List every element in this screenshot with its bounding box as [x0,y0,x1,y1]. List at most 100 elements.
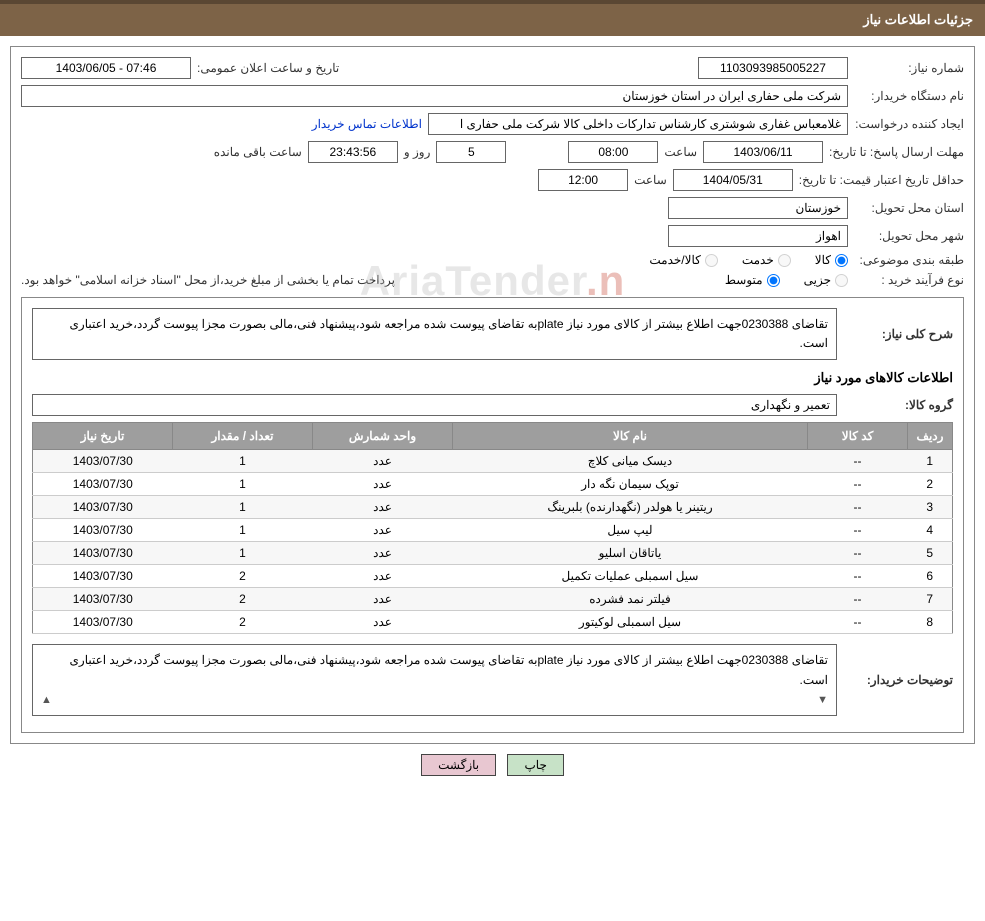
cell-idx: 2 [908,473,953,496]
process-medium-option[interactable]: متوسط [725,273,780,287]
cell-qty: 2 [173,611,313,634]
cell-qty: 1 [173,542,313,565]
requester-label: ایجاد کننده درخواست: [854,117,964,131]
price-valid-label: حداقل تاریخ اعتبار قیمت: تا تاریخ: [799,173,964,187]
cell-name: یاتاقان اسلیو [453,542,808,565]
category-service-option[interactable]: خدمت [742,253,791,267]
delivery-province-value: خوزستان [668,197,848,219]
reply-time-label: ساعت [664,145,697,159]
cell-idx: 6 [908,565,953,588]
category-service-radio[interactable] [778,254,791,267]
buyer-contact-link[interactable]: اطلاعات تماس خریدار [312,117,422,131]
cell-code: -- [808,588,908,611]
buyer-org-value: شرکت ملی حفاری ایران در استان خوزستان [21,85,848,107]
cell-date: 1403/07/30 [33,450,173,473]
th-unit: واحد شمارش [313,423,453,450]
cell-name: فیلتر نمد فشرده [453,588,808,611]
table-row: 4--لیپ سیلعدد11403/07/30 [33,519,953,542]
cell-date: 1403/07/30 [33,496,173,519]
items-table: ردیف کد کالا نام کالا واحد شمارش تعداد /… [32,422,953,634]
cell-idx: 7 [908,588,953,611]
cell-code: -- [808,519,908,542]
buyer-org-label: نام دستگاه خریدار: [854,89,964,103]
table-row: 3--ریتینر یا هولدر (نگهدارنده) بلبرینگعد… [33,496,953,519]
cell-idx: 5 [908,542,953,565]
row-reply-deadline: مهلت ارسال پاسخ: تا تاریخ: 1403/06/11 سا… [21,141,964,163]
overview-label: شرح کلی نیاز: [843,327,953,341]
cell-qty: 1 [173,519,313,542]
cell-unit: عدد [313,496,453,519]
cell-code: -- [808,450,908,473]
delivery-city-value: اهواز [668,225,848,247]
row-group: گروه کالا: تعمیر و نگهداری [32,394,953,416]
cell-code: -- [808,611,908,634]
process-label: نوع فرآیند خرید : [854,273,964,287]
process-medium-radio[interactable] [767,274,780,287]
row-delivery-province: استان محل تحویل: خوزستان [21,197,964,219]
price-valid-time: 12:00 [538,169,628,191]
delivery-province-label: استان محل تحویل: [854,201,964,215]
table-row: 2--توپک سیمان نگه دارعدد11403/07/30 [33,473,953,496]
cell-name: دیسک میانی کلاچ [453,450,808,473]
page-title: جزئیات اطلاعات نیاز [863,12,973,27]
row-overview: شرح کلی نیاز: تقاضای 0230388جهت اطلاع بی… [32,308,953,360]
cell-date: 1403/07/30 [33,611,173,634]
table-header-row: ردیف کد کالا نام کالا واحد شمارش تعداد /… [33,423,953,450]
cell-idx: 8 [908,611,953,634]
cell-qty: 2 [173,588,313,611]
row-buyer-note: توضیحات خریدار: تقاضای 0230388جهت اطلاع … [32,644,953,716]
cell-date: 1403/07/30 [33,565,173,588]
cell-date: 1403/07/30 [33,588,173,611]
price-valid-date: 1404/05/31 [673,169,793,191]
group-value: تعمیر و نگهداری [32,394,837,416]
cell-unit: عدد [313,473,453,496]
cell-unit: عدد [313,588,453,611]
row-buyer-org: نام دستگاه خریدار: شرکت ملی حفاری ایران … [21,85,964,107]
cell-qty: 1 [173,450,313,473]
row-need-number: شماره نیاز: 1103093985005227 تاریخ و ساع… [21,57,964,79]
cell-name: ریتینر یا هولدر (نگهدارنده) بلبرینگ [453,496,808,519]
cell-name: سیل اسمبلی لوکیتور [453,611,808,634]
process-options: جزیی متوسط [725,273,848,287]
table-row: 7--فیلتر نمد فشردهعدد21403/07/30 [33,588,953,611]
process-note: پرداخت تمام یا بخشی از مبلغ خرید،از محل … [21,273,395,287]
scroll-hint: ▼ ▲ [41,692,828,710]
table-row: 8--سیل اسمبلی لوکیتورعدد21403/07/30 [33,611,953,634]
cell-code: -- [808,473,908,496]
cell-name: لیپ سیل [453,519,808,542]
remain-label: ساعت باقی مانده [214,145,302,159]
process-small-option[interactable]: جزیی [804,273,848,287]
scroll-down-icon[interactable]: ▼ [817,692,828,710]
items-panel: شرح کلی نیاز: تقاضای 0230388جهت اطلاع بی… [21,297,964,733]
public-date-value: 1403/06/05 - 07:46 [21,57,191,79]
public-date-label: تاریخ و ساعت اعلان عمومی: [197,61,339,75]
cell-name: توپک سیمان نگه دار [453,473,808,496]
cell-idx: 4 [908,519,953,542]
th-date: تاریخ نیاز [33,423,173,450]
category-goods-radio[interactable] [835,254,848,267]
cell-unit: عدد [313,611,453,634]
reply-date-value: 1403/06/11 [703,141,823,163]
th-code: کد کالا [808,423,908,450]
cell-name: سیل اسمبلی عملیات تکمیل [453,565,808,588]
print-button[interactable]: چاپ [507,754,563,776]
buyer-note-text: تقاضای 0230388جهت اطلاع بیشتر از کالای م… [70,653,829,686]
category-both-radio[interactable] [705,254,718,267]
cell-qty: 1 [173,473,313,496]
need-number-label: شماره نیاز: [854,61,964,75]
category-both-option[interactable]: کالا/خدمت [649,253,717,267]
cell-unit: عدد [313,565,453,588]
category-goods-option[interactable]: کالا [815,253,848,267]
table-row: 1--دیسک میانی کلاچعدد11403/07/30 [33,450,953,473]
reply-time-value: 08:00 [568,141,658,163]
process-small-radio[interactable] [835,274,848,287]
cell-qty: 2 [173,565,313,588]
cell-idx: 3 [908,496,953,519]
cell-idx: 1 [908,450,953,473]
row-process-type: نوع فرآیند خرید : جزیی متوسط پرداخت تمام… [21,273,964,287]
cell-unit: عدد [313,450,453,473]
scroll-up-icon[interactable]: ▲ [41,692,52,710]
back-button[interactable]: بازگشت [421,754,496,776]
cell-date: 1403/07/30 [33,473,173,496]
remain-days-value: 5 [436,141,506,163]
